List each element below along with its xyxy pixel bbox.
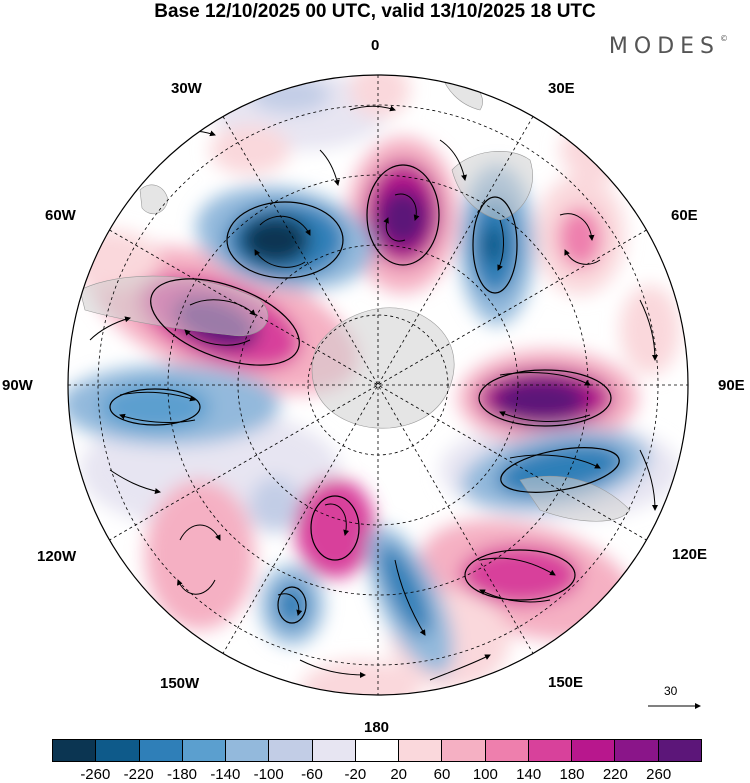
colorbar-cell (355, 740, 400, 761)
lon-label-150w: 150W (160, 675, 200, 692)
colorbar-tick-label: -140 (210, 766, 241, 783)
colorbar-cell (269, 740, 313, 761)
lon-label-90w: 90W (2, 377, 33, 394)
lon-label-120w: 120W (37, 548, 77, 565)
colorbar (52, 739, 702, 762)
colorbar-tick-label: -100 (253, 766, 284, 783)
colorbar-tick-label: -20 (344, 766, 367, 783)
colorbar-tick-label: 100 (472, 766, 498, 783)
colorbar-cell (615, 740, 659, 761)
colorbar-cell (485, 740, 529, 761)
colorbar-cell (182, 740, 227, 761)
colorbar-tick-label: 140 (516, 766, 542, 783)
colorbar-tick-label: 180 (559, 766, 585, 783)
lon-label-60w: 60W (45, 207, 76, 224)
colorbar-tick-label: 220 (602, 766, 628, 783)
colorbar-cell (442, 740, 486, 761)
lon-label-0: 0 (371, 37, 380, 54)
lon-label-60e: 60E (671, 207, 698, 224)
colorbar-tick-label: 20 (390, 766, 407, 783)
contour-lines (109, 164, 620, 624)
brand-logo: MODES© (609, 34, 728, 59)
colorbar-cell (226, 740, 270, 761)
brand-name: MODES (608, 34, 720, 59)
map-boundary (67, 74, 689, 696)
colorbar-ticks: -260 -220 -180 -140 -100 -60 -20 20 60 100 140 180 2… (0, 766, 750, 783)
colorbar-tick-label: -220 (123, 766, 154, 783)
colorbar-cell (572, 740, 616, 761)
lon-label-30w: 30W (171, 80, 202, 97)
colorbar-tick-label: -60 (301, 766, 323, 783)
brand-mark: © (720, 34, 728, 43)
lon-label-180: 180 (364, 719, 390, 736)
colorbar-cell (53, 740, 97, 761)
colorbar-tick-label: -260 (80, 766, 111, 783)
colorbar-cell (658, 740, 701, 761)
chart-title: Base 12/10/2025 00 UTC, valid 13/10/2025… (154, 1, 596, 22)
lon-label-90e: 90E (718, 377, 745, 394)
colorbar-cell (96, 740, 140, 761)
colorbar-cell (399, 740, 443, 761)
lon-label-30e: 30E (548, 80, 575, 97)
colorbar-tick-label: 260 (646, 766, 672, 783)
map-disk (68, 75, 688, 695)
colorbar-cell (139, 740, 183, 761)
colorbar-tick-label: -180 (166, 766, 198, 783)
reference-vector-label: 30 (664, 684, 678, 698)
colorbar-cell (528, 740, 573, 761)
lon-label-120e: 120E (672, 546, 708, 563)
lon-label-150e: 150E (548, 674, 584, 691)
colorbar-cell (312, 740, 356, 761)
colorbar-tick-label: 60 (433, 766, 451, 783)
